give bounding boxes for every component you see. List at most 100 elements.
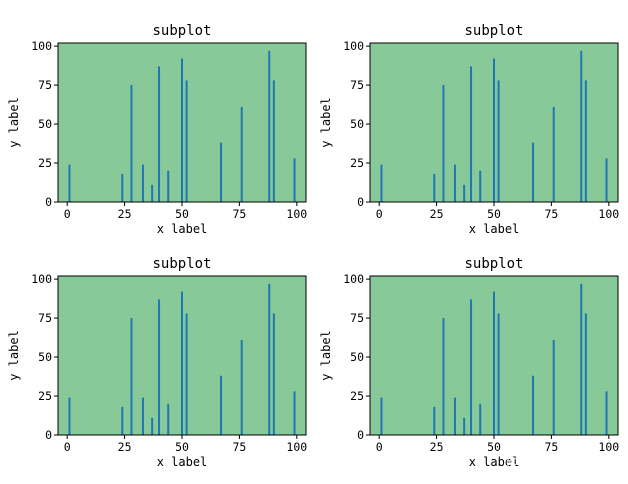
- x-tick-label: 75: [544, 440, 558, 454]
- bar: [141, 397, 144, 435]
- subplot-title: subplot: [152, 23, 211, 39]
- y-tick-label: 0: [357, 195, 364, 209]
- bar: [130, 318, 133, 435]
- y-tick-label: 0: [45, 428, 52, 442]
- bar: [584, 313, 587, 435]
- bar: [220, 375, 223, 435]
- x-tick-label: 25: [118, 440, 132, 454]
- y-tick-label: 25: [38, 389, 52, 403]
- bar: [151, 417, 154, 435]
- bar: [130, 85, 133, 202]
- y-tick-label: 50: [38, 350, 52, 364]
- bar: [293, 391, 296, 435]
- bar: [470, 299, 473, 435]
- y-tick-label: 75: [350, 311, 364, 325]
- bar: [167, 403, 170, 435]
- x-tick-label: 75: [232, 440, 246, 454]
- y-tick-label: 75: [38, 78, 52, 92]
- bar: [605, 158, 608, 202]
- x-tick-label: 25: [118, 207, 132, 221]
- x-tick-label: 100: [286, 207, 307, 221]
- subplot-title: subplot: [464, 256, 523, 272]
- bar: [580, 50, 583, 202]
- bar: [141, 164, 144, 202]
- bar: [433, 173, 436, 202]
- watermark: @稀土掘金技术社区: [505, 455, 614, 469]
- bar: [470, 66, 473, 202]
- x-tick-label: 0: [64, 440, 71, 454]
- subplot-title: subplot: [464, 23, 523, 39]
- y-tick-label: 25: [38, 156, 52, 170]
- bar: [380, 164, 383, 202]
- bar: [584, 80, 587, 202]
- bar: [552, 339, 555, 435]
- subplot-4: 0 25 50 75 100 0 25 50 75 100 subplot x label y labe…: [319, 256, 619, 469]
- bar: [240, 339, 243, 435]
- y-tick-label: 25: [350, 389, 364, 403]
- bar: [185, 80, 188, 202]
- x-axis-label: x label: [157, 222, 208, 236]
- x-tick-label: 25: [430, 207, 444, 221]
- subplot-title: subplot: [152, 256, 211, 272]
- y-tick-label: 25: [350, 156, 364, 170]
- bar: [552, 106, 555, 202]
- bar: [121, 173, 124, 202]
- x-tick-label: 75: [232, 207, 246, 221]
- y-tick-label: 75: [38, 311, 52, 325]
- bar: [181, 58, 183, 203]
- bar: [442, 318, 445, 435]
- y-tick-label: 50: [350, 350, 364, 364]
- x-axis-label: x label: [157, 455, 208, 469]
- bar: [272, 80, 275, 202]
- bar: [268, 283, 271, 435]
- x-tick-label: 50: [487, 207, 501, 221]
- y-axis-label: y label: [319, 330, 333, 381]
- x-tick-label: 50: [487, 440, 501, 454]
- x-tick-label: 25: [430, 440, 444, 454]
- y-tick-label: 0: [357, 428, 364, 442]
- bar: [479, 170, 482, 202]
- bar: [453, 164, 456, 202]
- bar: [167, 170, 170, 202]
- bar: [433, 406, 436, 435]
- y-tick-label: 0: [45, 195, 52, 209]
- bar: [442, 85, 445, 202]
- bar: [185, 313, 188, 435]
- y-axis-label: y label: [7, 97, 21, 148]
- bar: [68, 397, 71, 435]
- y-tick-label: 100: [343, 272, 364, 286]
- bar: [532, 142, 535, 202]
- x-tick-label: 100: [598, 440, 619, 454]
- x-tick-label: 50: [175, 207, 189, 221]
- y-tick-label: 100: [343, 39, 364, 53]
- y-tick-label: 75: [350, 78, 364, 92]
- bar: [181, 291, 183, 435]
- bar: [479, 403, 482, 435]
- bar: [463, 184, 466, 202]
- x-tick-label: 50: [175, 440, 189, 454]
- bar: [220, 142, 223, 202]
- subplot-1: 0 25 50 75 100 0 25 50 75 100 subplot x label y labe…: [7, 23, 307, 236]
- bar: [532, 375, 535, 435]
- bar: [272, 313, 275, 435]
- y-tick-label: 50: [38, 117, 52, 131]
- bar: [453, 397, 456, 435]
- subplot-3: 0 25 50 75 100 0 25 50 75 100 subplot x label y labe…: [7, 256, 307, 469]
- bar: [158, 299, 161, 435]
- y-axis-label: y label: [319, 97, 333, 148]
- bar: [268, 50, 271, 202]
- x-tick-label: 0: [64, 207, 71, 221]
- bar: [493, 291, 495, 435]
- x-axis-label: x label: [469, 222, 520, 236]
- x-tick-label: 0: [376, 207, 383, 221]
- bar: [497, 80, 500, 202]
- x-axis-label: x label: [469, 455, 520, 469]
- y-tick-label: 50: [350, 117, 364, 131]
- bar: [497, 313, 500, 435]
- bar: [121, 406, 124, 435]
- x-tick-label: 100: [598, 207, 619, 221]
- subplot-2: 0 25 50 75 100 0 25 50 75 100 subplot x label y labe…: [319, 23, 619, 236]
- bar: [151, 184, 154, 202]
- x-tick-label: 100: [286, 440, 307, 454]
